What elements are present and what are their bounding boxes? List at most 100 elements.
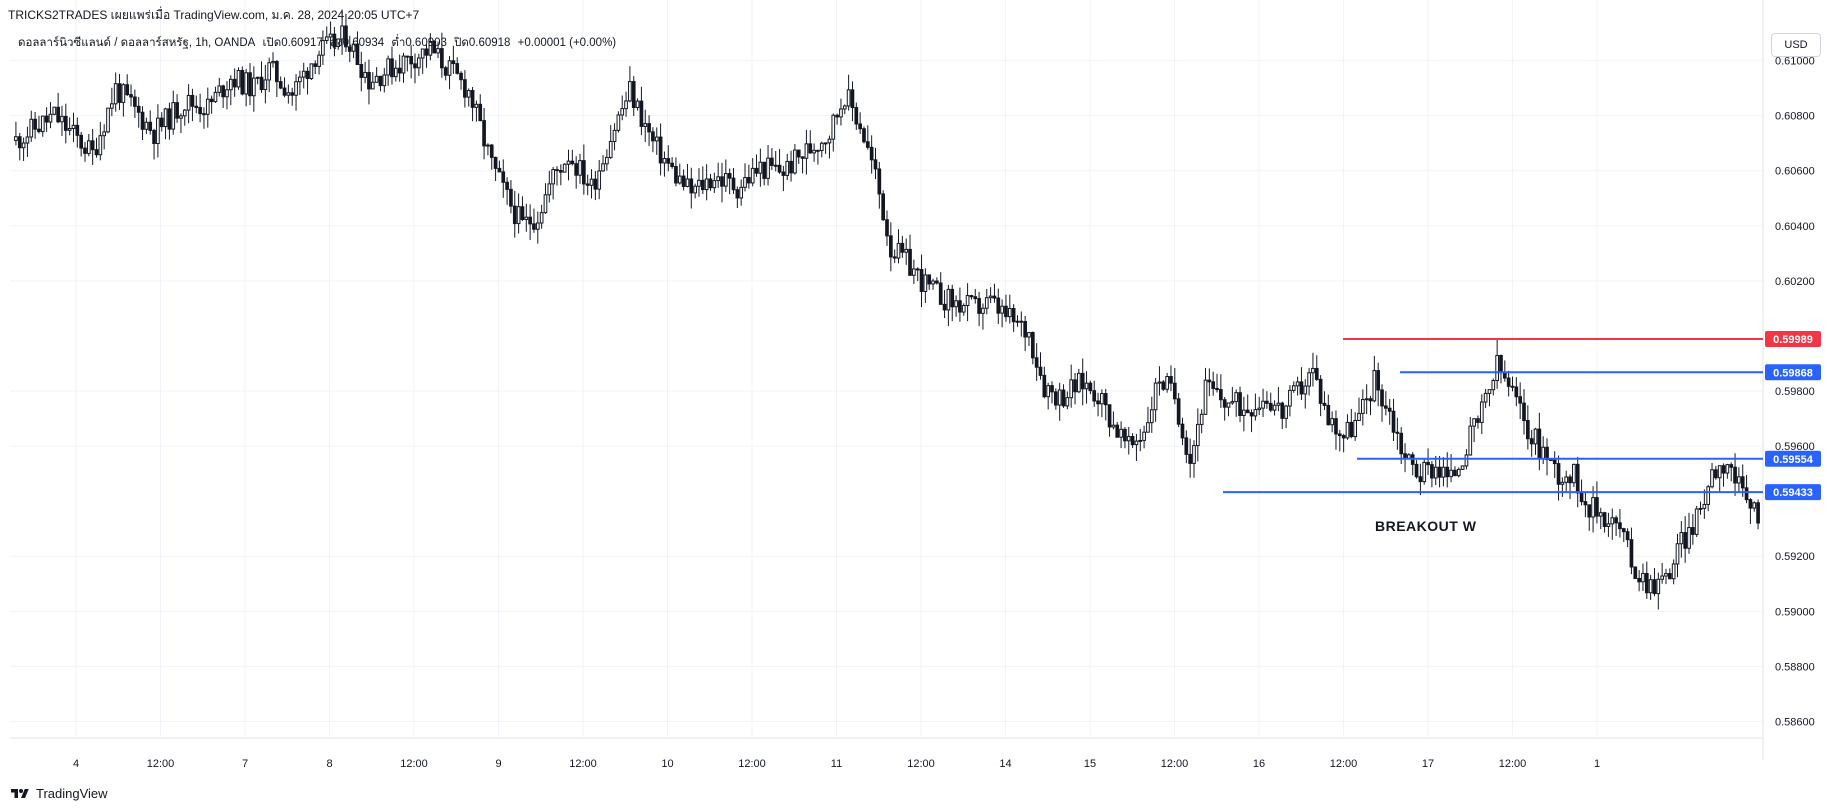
candle: [520, 196, 525, 221]
candle: [83, 141, 87, 162]
candle: [904, 238, 909, 265]
candle: [1625, 528, 1630, 548]
price-tick-label: 0.59600: [1775, 441, 1815, 453]
candle-body: [1222, 399, 1227, 408]
candle: [1284, 404, 1288, 429]
candle-body: [1740, 476, 1745, 489]
candle: [796, 149, 801, 164]
candle-body: [489, 144, 494, 158]
candle-body: [213, 91, 218, 103]
candle: [1552, 451, 1557, 478]
currency-button[interactable]: USD: [1771, 33, 1821, 57]
candle-body: [1556, 463, 1561, 485]
candle: [1149, 396, 1154, 433]
candle-body: [973, 296, 978, 300]
candle: [202, 107, 206, 129]
candle-body: [1349, 421, 1354, 438]
candle: [1756, 499, 1760, 530]
candle: [1614, 515, 1618, 536]
candle: [466, 88, 471, 107]
candle: [1276, 387, 1281, 412]
candle: [1314, 355, 1319, 381]
candle: [589, 169, 594, 199]
candle-body: [1165, 376, 1169, 390]
candle: [121, 83, 126, 117]
candle: [601, 155, 605, 172]
candle: [931, 278, 935, 290]
candle-body: [654, 136, 659, 142]
candle-body: [892, 256, 897, 259]
candle: [1506, 370, 1511, 397]
candle-body: [1161, 381, 1166, 390]
candle-body: [1629, 539, 1634, 568]
candle-body: [605, 156, 609, 165]
candle-body: [677, 175, 682, 184]
candle-body: [48, 113, 53, 123]
time-tick-label: 12:00: [1330, 758, 1358, 770]
candle-body: [1004, 305, 1008, 318]
candle-body: [378, 75, 383, 87]
candle-body: [708, 178, 713, 189]
candle-body: [478, 103, 483, 122]
candle: [1253, 393, 1258, 421]
time-axis[interactable]: 4 12:00 7 8 12:00 9 12:00 10 12:00 11 12:00 14 15 12:…: [73, 758, 1600, 770]
candle: [1691, 514, 1695, 545]
candle: [984, 288, 989, 315]
candle-body: [1257, 407, 1262, 411]
candle-body: [1644, 572, 1649, 594]
candle-body: [1575, 463, 1580, 494]
candle: [858, 112, 862, 134]
tradingview-brand[interactable]: TradingView: [10, 786, 108, 801]
candle-body: [328, 33, 333, 38]
candle: [1556, 455, 1561, 501]
candle-body: [981, 307, 985, 314]
candle-body: [766, 157, 770, 179]
candle: [190, 88, 195, 122]
candle: [1414, 460, 1419, 479]
symbol-title[interactable]: ดอลลาร์นิวซีแลนด์ / ดอลลาร์สหรัฐ, 1h, OA…: [18, 37, 256, 49]
candle: [317, 50, 321, 75]
candle: [582, 144, 586, 195]
candle: [593, 170, 598, 201]
candle: [378, 75, 383, 92]
candle: [958, 287, 962, 322]
candle: [1203, 367, 1208, 415]
candle-body: [601, 163, 605, 172]
candle: [171, 90, 176, 135]
candle: [539, 204, 544, 229]
candle-body: [386, 58, 390, 76]
candle: [700, 166, 705, 195]
candle-body: [1706, 486, 1711, 505]
candle-body: [1311, 367, 1315, 374]
candle-body: [140, 111, 145, 130]
candle: [1007, 294, 1012, 324]
candle-body: [1502, 372, 1507, 379]
time-tick-label: 12:00: [738, 758, 766, 770]
price-tick-label: 0.59800: [1775, 386, 1815, 398]
candle: [1238, 386, 1242, 423]
time-tick-label: 12:00: [400, 758, 428, 770]
candle: [136, 97, 141, 128]
candle-body: [447, 60, 452, 76]
candle: [777, 149, 782, 174]
candle: [340, 9, 344, 55]
candle-body: [1149, 409, 1154, 424]
candle: [436, 41, 440, 59]
candle: [156, 104, 160, 158]
candle: [409, 45, 414, 79]
candle: [447, 56, 452, 90]
horizontal-levels[interactable]: 0.59989 0.59868 0.59554 0.59433: [1223, 330, 1821, 501]
breakout-w-annotation: BREAKOUT W: [1375, 518, 1477, 534]
candle-body: [1717, 465, 1722, 479]
candle-body: [846, 89, 851, 107]
candle-body: [743, 177, 747, 188]
candle: [413, 53, 417, 84]
price-axis[interactable]: 0.61000 0.60800 0.60600 0.60400 0.60200 0.598…: [1775, 56, 1815, 729]
candle-body: [1027, 332, 1031, 338]
candle: [1522, 389, 1526, 435]
candle-body: [367, 71, 371, 90]
candle: [1368, 396, 1373, 416]
candle: [1030, 331, 1035, 365]
candle: [1430, 461, 1434, 488]
